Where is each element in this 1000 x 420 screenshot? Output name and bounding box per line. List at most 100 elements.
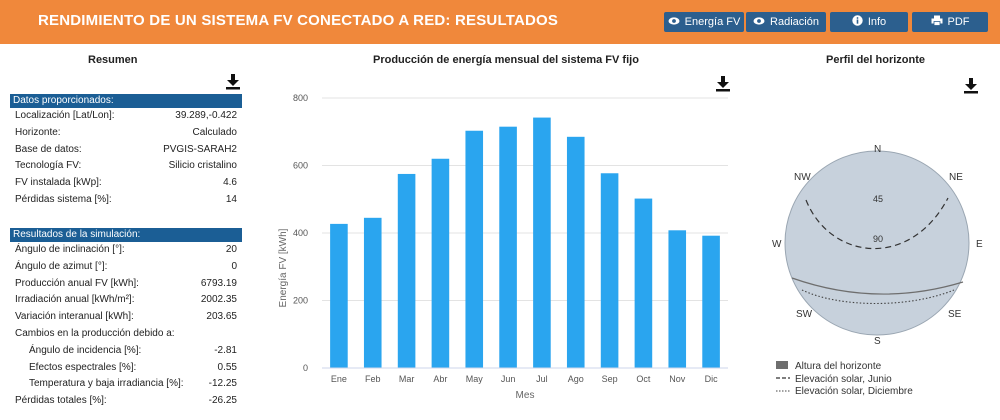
summary-input-table: Datos proporcionados: Localización [Lat/… (10, 94, 242, 209)
summary-row: Cambios en la producción debido a: (10, 326, 242, 343)
bar-feb[interactable] (363, 217, 382, 368)
energia-fv-label: Energía FV (684, 16, 741, 28)
y-tick-label: 200 (293, 296, 308, 306)
summary-row: Producción anual FV [kWh]: 6793.19 (10, 276, 242, 293)
y-axis-label: Energía FV [kWh] (278, 228, 289, 307)
summary-row-value: 2002.35 (200, 294, 237, 306)
y-tick-label: 400 (293, 228, 308, 238)
bar-may[interactable] (465, 130, 484, 368)
compass-w: W (772, 239, 782, 250)
horizon-legend: Altura del horizonte Elevación solar, Ju… (776, 361, 913, 397)
summary-row-value: 39.289,-0.422 (175, 110, 237, 121)
page-title: RENDIMIENTO DE UN SISTEMA FV CONECTADO A… (38, 12, 559, 29)
x-tick-label: Mar (399, 374, 415, 384)
bar-dic[interactable] (702, 235, 720, 368)
horizon-polar-chart: 45 90 N NE E SE S SW W NW Altura del hor… (772, 144, 983, 397)
compass-ne: NE (949, 172, 963, 183)
download-icon[interactable] (964, 78, 978, 94)
eye-icon (668, 16, 680, 28)
compass-s: S (874, 336, 881, 347)
summary-row-value: -2.81 (214, 344, 237, 356)
summary-row: Horizonte: Calculado (10, 125, 242, 142)
x-tick-label: Nov (669, 374, 686, 384)
bar-ene[interactable] (330, 223, 348, 368)
print-icon (931, 15, 943, 29)
radiacion-button[interactable]: Radiación (746, 12, 826, 32)
summary-row-label: FV instalada [kWp]: (15, 177, 102, 189)
pdf-label: PDF (947, 16, 970, 28)
summary-row-label: Pérdidas sistema [%]: (15, 193, 112, 205)
compass-sw: SW (796, 309, 813, 320)
summary-row: Tecnología FV: Silicio cristalino (10, 158, 242, 175)
monthly-energy-chart: Ene Feb Mar Abr May Jun Jul Ago Sep Oct Nov Dic 0 20… (278, 93, 728, 401)
y-tick-label: 600 (293, 161, 308, 171)
summary-row-value: 0.55 (217, 361, 237, 373)
y-tick-label: 800 (293, 93, 308, 103)
summary-row-value: 6793.19 (200, 277, 237, 289)
summary-row: Variación interanual [kWh]: 203.65 (10, 309, 242, 326)
bar-ago[interactable] (566, 136, 585, 368)
ring-label-90: 90 (873, 234, 883, 244)
summary-row: FV instalada [kWp]: 4.6 (10, 175, 242, 192)
download-icon[interactable] (226, 74, 240, 90)
summary-row-value: PVGIS-SARAH2 (163, 143, 237, 155)
radiacion-label: Radiación (770, 16, 819, 28)
download-icon[interactable] (716, 76, 730, 92)
summary-simulation-table: Resultados de la simulación: Ángulo de i… (10, 228, 242, 410)
x-tick-label: Jul (536, 374, 548, 384)
summary-row-label: Cambios en la producción debido a: (15, 327, 175, 339)
summary-row-value: -26.25 (208, 395, 237, 407)
x-tick-label: Ene (331, 374, 347, 384)
summary-row: Localización [Lat/Lon]: 39.289,-0.422 (10, 108, 242, 125)
eye-icon (753, 16, 765, 28)
bar-oct[interactable] (634, 198, 653, 368)
summary-row-label: Localización [Lat/Lon]: (15, 110, 115, 121)
summary-row-value: 4.6 (223, 177, 237, 189)
info-button[interactable]: Info (830, 12, 908, 32)
summary-row-label: Temperatura y baja irradiancia [%]: (29, 378, 184, 390)
info-icon (852, 15, 863, 29)
summary-row-label: Producción anual FV [kWh]: (15, 277, 139, 289)
legend-swatch-horizon (776, 361, 788, 369)
x-tick-label: Dic (705, 374, 718, 384)
header-bar: RENDIMIENTO DE UN SISTEMA FV CONECTADO A… (0, 0, 1000, 44)
summary-row-value: 20 (225, 244, 237, 255)
legend-label-december: Elevación solar, Diciembre (795, 386, 913, 397)
horizon-title: Perfil del horizonte (826, 54, 926, 66)
x-tick-label: Abr (433, 374, 447, 384)
simulation-section-header: Resultados de la simulación: (10, 228, 242, 242)
bar-mar[interactable] (397, 173, 416, 368)
bar-jul[interactable] (533, 117, 551, 368)
bar-abr[interactable] (431, 158, 450, 368)
bar-sep[interactable] (600, 173, 619, 368)
compass-nw: NW (794, 172, 811, 183)
summary-row: Ángulo de incidencia [%]: -2.81 (10, 343, 242, 360)
summary-row-value: Silicio cristalino (168, 160, 237, 172)
legend-label-horizon: Altura del horizonte (795, 361, 882, 372)
summary-row-label: Variación interanual [kWh]: (15, 311, 134, 323)
x-tick-label: Feb (365, 374, 381, 384)
summary-row: Base de datos: PVGIS-SARAH2 (10, 142, 242, 159)
summary-row: Ángulo de inclinación [°]: 20 (10, 242, 242, 259)
summary-row: Temperatura y baja irradiancia [%]: -12.2… (10, 376, 242, 393)
bar-jun[interactable] (499, 126, 517, 368)
june-sun-path (805, 197, 949, 250)
summary-row-value: Calculado (192, 126, 237, 138)
summary-row-label: Ángulo de incidencia [%]: (29, 344, 142, 356)
x-tick-label: Jun (501, 374, 516, 384)
summary-row: Ángulo de azimut [°]: 0 (10, 259, 242, 276)
y-tick-label: 0 (303, 363, 308, 373)
x-tick-label: May (466, 374, 484, 384)
summary-row-label: Ángulo de inclinación [°]: (15, 244, 125, 255)
ring-label-45: 45 (873, 194, 883, 204)
compass-n: N (874, 144, 881, 155)
energia-fv-button[interactable]: Energía FV (664, 12, 744, 32)
summary-row: Efectos espectrales [%]: 0.55 (10, 360, 242, 377)
compass-se: SE (948, 309, 962, 320)
x-tick-label: Oct (636, 374, 651, 384)
bar-nov[interactable] (668, 230, 687, 368)
pdf-button[interactable]: PDF (912, 12, 988, 32)
summary-row-label: Irradiación anual [kWh/m²]: (15, 294, 135, 306)
summary-row-label: Pérdidas totales [%]: (15, 395, 107, 407)
summary-row-label: Tecnología FV: (15, 160, 82, 172)
